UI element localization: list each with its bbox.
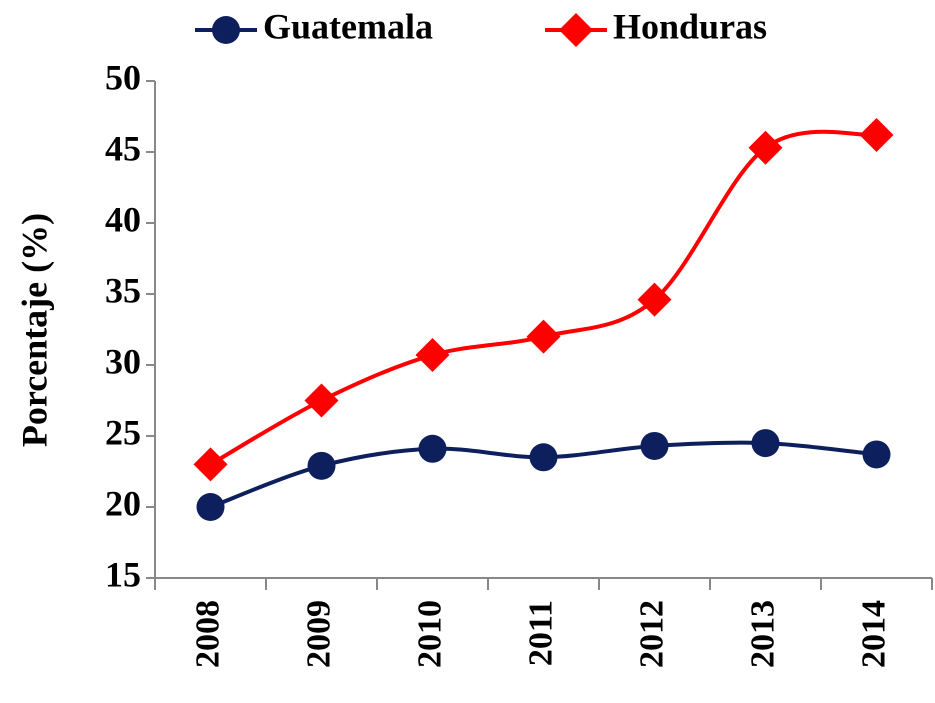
y-tick-label: 40 xyxy=(105,199,141,239)
data-point xyxy=(193,447,228,482)
data-point xyxy=(415,338,450,373)
data-point xyxy=(637,282,672,317)
data-point xyxy=(304,383,339,418)
data-point xyxy=(307,451,336,480)
x-tick-label: 2014 xyxy=(855,600,892,668)
y-tick-label: 35 xyxy=(105,270,141,310)
y-tick-label: 20 xyxy=(105,483,141,523)
data-point xyxy=(859,117,894,152)
data-point xyxy=(748,130,783,165)
data-point xyxy=(529,443,558,472)
y-tick-label: 45 xyxy=(105,128,141,168)
x-tick-label: 2008 xyxy=(189,600,226,668)
data-point xyxy=(526,319,561,354)
x-tick-label: 2009 xyxy=(300,600,337,668)
data-point xyxy=(751,429,780,458)
x-tick-label: 2012 xyxy=(633,600,670,668)
legend-label: Honduras xyxy=(613,6,767,46)
data-point xyxy=(418,434,447,463)
series-line xyxy=(209,129,877,467)
y-tick-label: 50 xyxy=(105,57,141,97)
y-tick-label: 15 xyxy=(105,554,141,594)
legend-marker xyxy=(212,16,240,44)
x-tick-label: 2010 xyxy=(411,600,448,668)
x-tick-label: 2013 xyxy=(744,600,781,668)
data-point xyxy=(862,440,891,469)
data-point xyxy=(196,493,225,521)
y-tick-label: 30 xyxy=(105,341,141,381)
y-axis-label: Porcentaje (%) xyxy=(14,213,54,447)
legend-label: Guatemala xyxy=(263,6,433,46)
x-tick-label: 2011 xyxy=(522,600,559,666)
y-tick-label: 25 xyxy=(105,412,141,452)
data-point xyxy=(640,431,669,460)
legend-marker xyxy=(559,13,593,47)
